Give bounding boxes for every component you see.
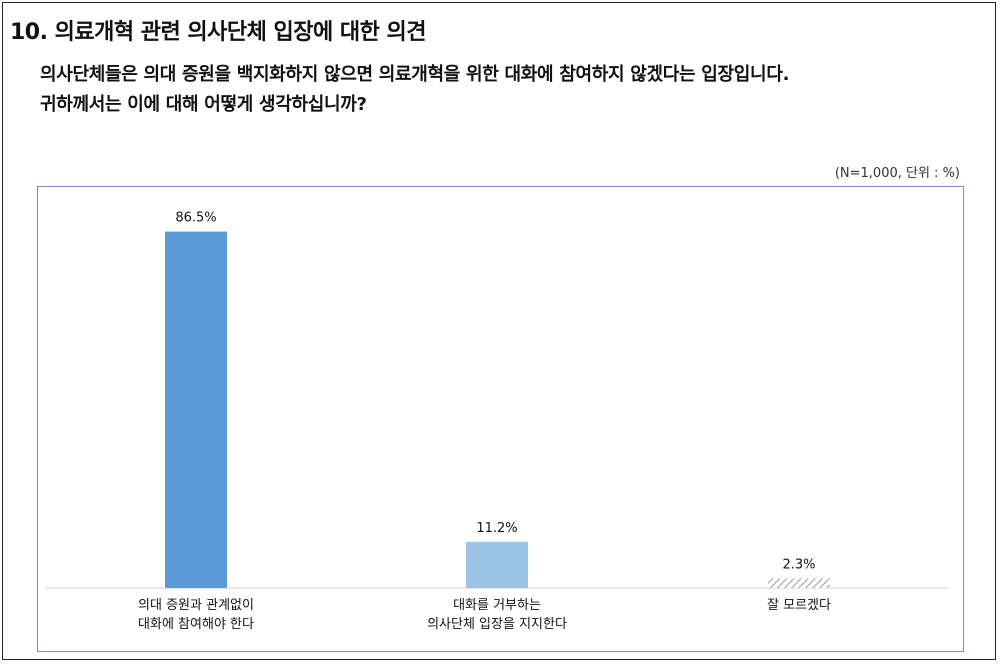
data-label-1: 86.5% xyxy=(175,211,216,226)
chart-area xyxy=(37,186,964,652)
data-label-2: 11.2% xyxy=(476,521,517,536)
category-label-1-line-2: 대화에 참여해야 한다 xyxy=(138,617,254,632)
category-label-3: 잘 모르겠다 xyxy=(679,596,919,615)
bar-1 xyxy=(165,231,227,588)
question-line-2: 귀하께서는 이에 대해 어떻게 생각하십니까? xyxy=(40,94,367,115)
category-label-1-line-1: 의대 증원과 관계없이 xyxy=(138,598,254,613)
data-label-3: 2.3% xyxy=(782,558,815,573)
category-label-2-line-2: 의사단체 입장을 지지한다 xyxy=(427,617,567,632)
category-label-2-line-1: 대화를 거부하는 xyxy=(453,598,541,613)
page-title: 10. 의료개혁 관련 의사단체 입장에 대한 의견 xyxy=(10,20,427,45)
category-label-3-line-1: 잘 모르겠다 xyxy=(767,598,831,613)
bar-3 xyxy=(768,578,830,588)
question-line-1: 의사단체들은 의대 증원을 백지화하지 않으면 의료개혁을 위한 대화에 참여하… xyxy=(40,64,790,85)
unit-note: (N=1,000, 단위 : %) xyxy=(834,166,960,181)
bar-2 xyxy=(466,541,528,588)
question-text: 의사단체들은 의대 증원을 백지화하지 않으면 의료개혁을 위한 대화에 참여하… xyxy=(40,60,990,120)
